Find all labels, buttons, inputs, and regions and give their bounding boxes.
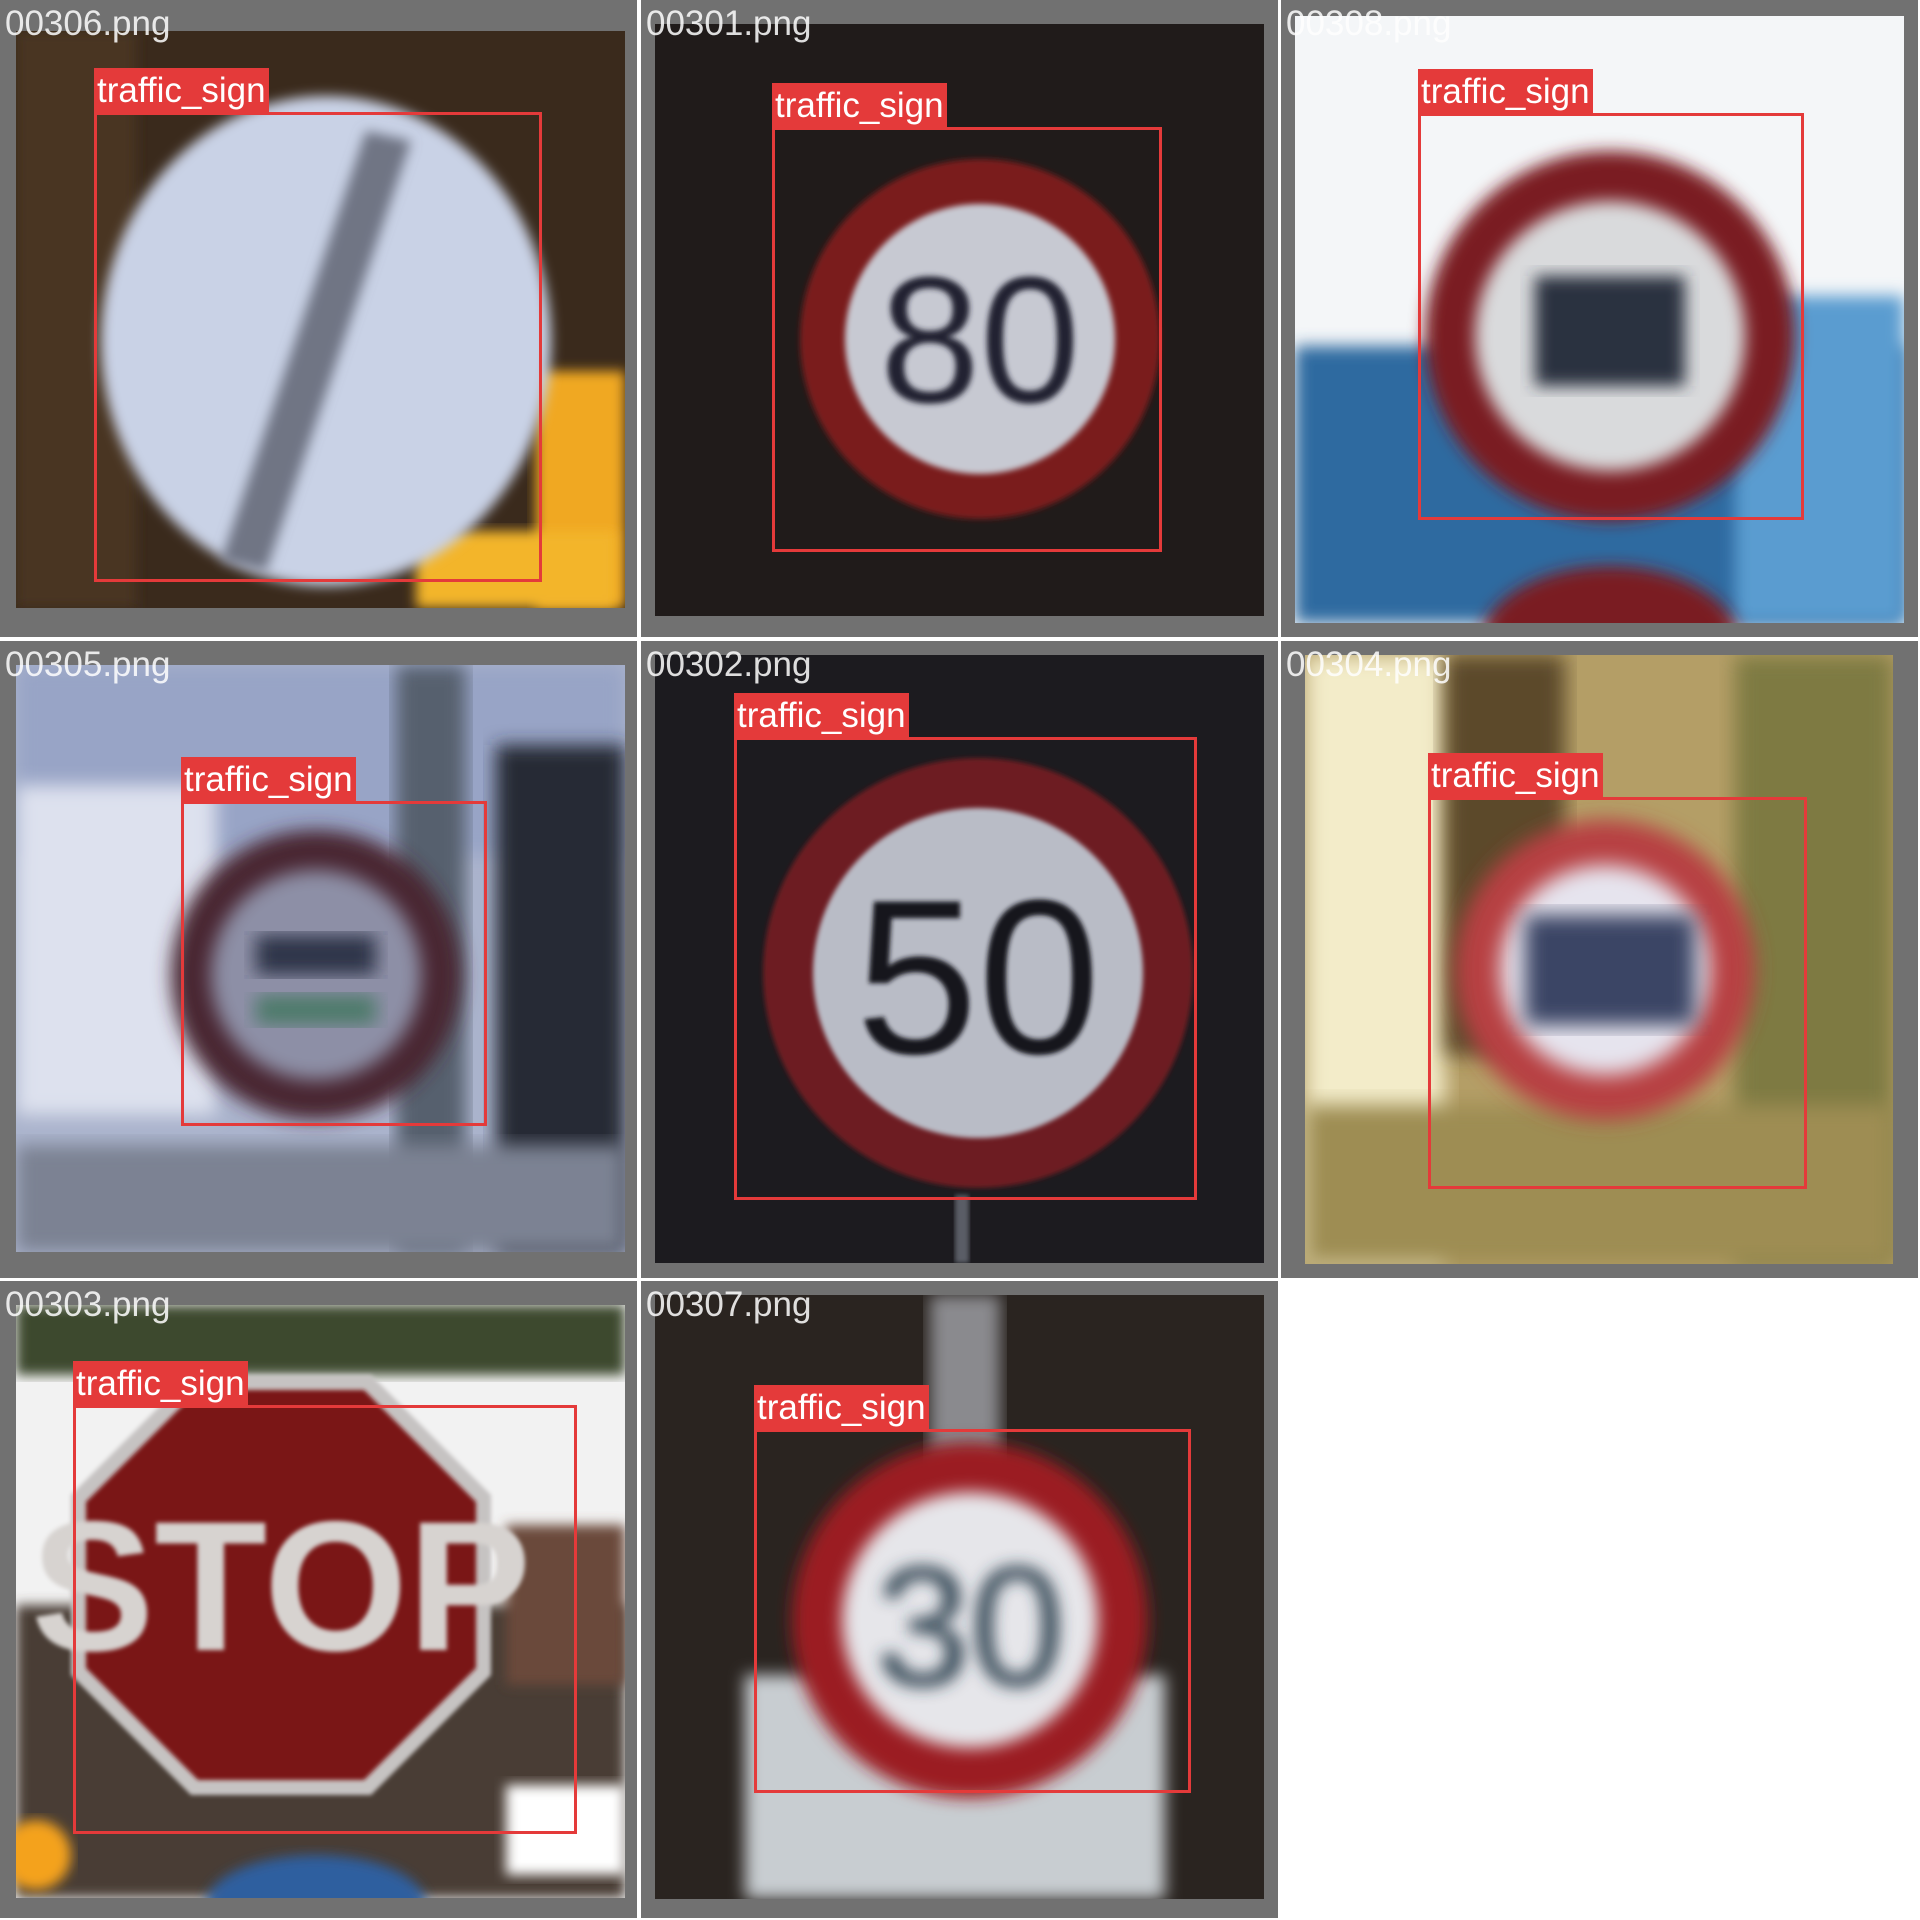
detection-box	[181, 801, 487, 1126]
sign-text: 50	[856, 854, 1101, 1100]
image-filename: 00305.png	[5, 645, 171, 684]
detection-label: traffic_sign	[1428, 753, 1603, 799]
detection-label: traffic_sign	[1418, 69, 1593, 115]
detection-label: traffic_sign	[734, 693, 909, 739]
photo-00303: STOP	[16, 1305, 625, 1898]
thumbnail-00306: traffic_sign 00306.png	[0, 0, 637, 637]
detection-box	[94, 112, 542, 582]
image-filename: 00302.png	[646, 645, 812, 684]
image-filename: 00306.png	[5, 4, 171, 43]
detection-label: traffic_sign	[73, 1361, 248, 1407]
thumbnail-00303: STOP traffic_sign 00303.png	[0, 1281, 637, 1918]
image-filename: 00303.png	[5, 1285, 171, 1324]
image-filename: 00308.png	[1286, 4, 1452, 43]
detection-box	[754, 1429, 1191, 1793]
detection-label: traffic_sign	[181, 757, 356, 803]
sign-text: STOP	[31, 1484, 531, 1690]
thumbnail-00308: traffic_sign 00308.png	[1281, 0, 1918, 637]
image-filename: 00301.png	[646, 4, 812, 43]
thumbnail-00305: traffic_sign 00305.png	[0, 641, 637, 1278]
sign-text: 30	[875, 1532, 1064, 1722]
thumbnail-00304: traffic_sign 00304.png	[1281, 641, 1918, 1278]
thumbnail-00307: 30 traffic_sign 00307.png	[641, 1281, 1278, 1918]
thumbnail-00301: 80 traffic_sign 00301.png	[641, 0, 1278, 637]
detection-box	[73, 1405, 577, 1834]
sign-text: 80	[880, 240, 1080, 441]
image-filename: 00304.png	[1286, 645, 1452, 684]
detection-label: traffic_sign	[772, 83, 947, 129]
detection-box	[734, 737, 1197, 1200]
detection-box	[772, 127, 1162, 552]
photo-00304	[1305, 655, 1893, 1264]
detection-box	[1418, 113, 1804, 520]
detection-label: traffic_sign	[754, 1385, 929, 1431]
detection-label: traffic_sign	[94, 68, 269, 114]
photo-00306	[16, 31, 625, 608]
photo-00302: 50	[655, 655, 1264, 1263]
photo-00301: 80	[655, 24, 1264, 616]
detection-box	[1428, 797, 1807, 1189]
image-filename: 00307.png	[646, 1285, 812, 1324]
thumbnail-00302: 50 traffic_sign 00302.png	[641, 641, 1278, 1278]
